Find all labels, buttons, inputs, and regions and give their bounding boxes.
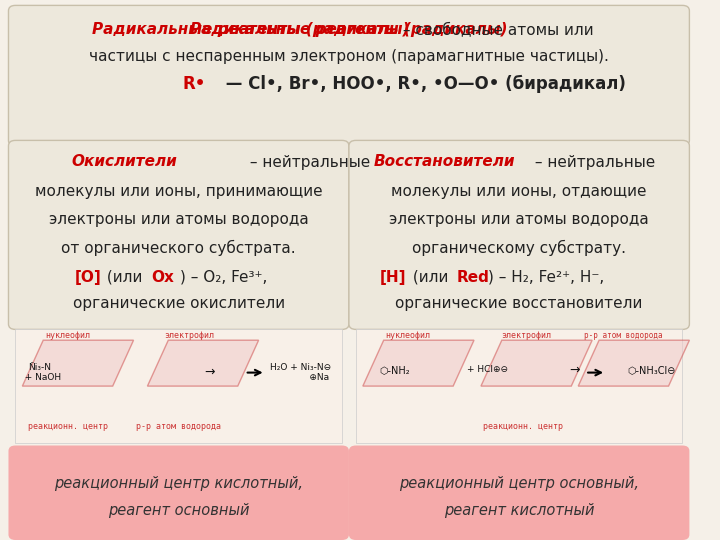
Text: Ñi₃-N
  + NaOH: Ñi₃-N + NaOH bbox=[19, 363, 60, 382]
Text: р-р атом водорода: р-р атом водорода bbox=[584, 332, 662, 340]
Text: – свободные атомы или: – свободные атомы или bbox=[397, 22, 593, 37]
Text: H₂O + Ni₃-N⊖
             ⊕Na: H₂O + Ni₃-N⊖ ⊕Na bbox=[270, 363, 331, 382]
Text: Радикальные реагенты (радикалы): Радикальные реагенты (радикалы) bbox=[92, 22, 410, 37]
Polygon shape bbox=[22, 340, 133, 386]
Text: R•: R• bbox=[182, 75, 205, 93]
FancyBboxPatch shape bbox=[349, 446, 690, 540]
Text: ⬡-NH₃Cl⊖: ⬡-NH₃Cl⊖ bbox=[627, 365, 675, 375]
Text: органические окислители: органические окислители bbox=[73, 296, 285, 311]
Text: нуклеофил: нуклеофил bbox=[45, 332, 90, 340]
Text: – нейтральные: – нейтральные bbox=[530, 154, 655, 170]
Text: – нейтральные: – нейтральные bbox=[245, 154, 370, 170]
Text: электроны или атомы водорода: электроны или атомы водорода bbox=[49, 212, 309, 227]
FancyBboxPatch shape bbox=[9, 5, 690, 146]
Text: электроны или атомы водорода: электроны или атомы водорода bbox=[390, 212, 649, 227]
Text: (или: (или bbox=[408, 269, 454, 285]
Text: реакционный центр кислотный,: реакционный центр кислотный, bbox=[54, 476, 303, 491]
Text: [H]: [H] bbox=[380, 269, 407, 285]
Text: Радикальные реагенты (радикалы): Радикальные реагенты (радикалы) bbox=[190, 22, 508, 37]
Polygon shape bbox=[148, 340, 258, 386]
Text: частицы с неспаренным электроном (парамагнитные частицы).: частицы с неспаренным электроном (парама… bbox=[89, 49, 609, 64]
Text: реакционн. центр: реакционн. центр bbox=[27, 422, 107, 431]
Text: р-р атом водорода: р-р атом водорода bbox=[136, 422, 221, 431]
Text: ⬡-NH₂: ⬡-NH₂ bbox=[379, 365, 410, 375]
Polygon shape bbox=[363, 340, 474, 386]
Text: Восстановители: Восстановители bbox=[373, 154, 515, 170]
Text: ) – H₂, Fe²⁺, H⁻,: ) – H₂, Fe²⁺, H⁻, bbox=[488, 269, 604, 285]
Text: ) – O₂, Fe³⁺,: ) – O₂, Fe³⁺, bbox=[180, 269, 267, 285]
Text: реагент кислотный: реагент кислотный bbox=[444, 503, 595, 518]
Text: Радикальные реагенты (радикалы) – свободные атомы или: Радикальные реагенты (радикалы) – свобод… bbox=[108, 22, 590, 38]
Polygon shape bbox=[481, 340, 592, 386]
Text: органические восстановители: органические восстановители bbox=[395, 296, 643, 311]
Text: Ox: Ox bbox=[151, 269, 174, 285]
Text: Red: Red bbox=[456, 269, 490, 285]
Text: реакционн. центр: реакционн. центр bbox=[482, 422, 562, 431]
Text: (или: (или bbox=[102, 269, 148, 285]
Text: →: → bbox=[570, 363, 580, 376]
Text: молекулы или ионы, отдающие: молекулы или ионы, отдающие bbox=[392, 184, 647, 199]
Text: →: → bbox=[204, 366, 215, 379]
Text: — Cl•, Br•, HOO•, R•, •O—O• (бирадикал): — Cl•, Br•, HOO•, R•, •O—O• (бирадикал) bbox=[220, 75, 626, 93]
Text: электрофил: электрофил bbox=[501, 332, 551, 340]
Polygon shape bbox=[578, 340, 690, 386]
FancyBboxPatch shape bbox=[349, 140, 690, 329]
FancyBboxPatch shape bbox=[9, 446, 349, 540]
Text: [O]: [O] bbox=[74, 269, 102, 285]
Text: органическому субстрату.: органическому субстрату. bbox=[412, 240, 626, 256]
Text: электрофил: электрофил bbox=[164, 332, 214, 340]
Text: + HCl⊕⊖: + HCl⊕⊖ bbox=[467, 366, 508, 374]
FancyBboxPatch shape bbox=[9, 140, 349, 329]
Text: реагент основный: реагент основный bbox=[108, 503, 249, 518]
Text: молекулы или ионы, принимающие: молекулы или ионы, принимающие bbox=[35, 184, 323, 199]
Text: реакционный центр основный,: реакционный центр основный, bbox=[399, 476, 639, 491]
Text: нуклеофил: нуклеофил bbox=[385, 332, 431, 340]
FancyBboxPatch shape bbox=[356, 329, 683, 443]
Text: Окислители: Окислители bbox=[71, 154, 176, 170]
FancyBboxPatch shape bbox=[15, 329, 342, 443]
Text: от органического субстрата.: от органического субстрата. bbox=[61, 240, 296, 256]
